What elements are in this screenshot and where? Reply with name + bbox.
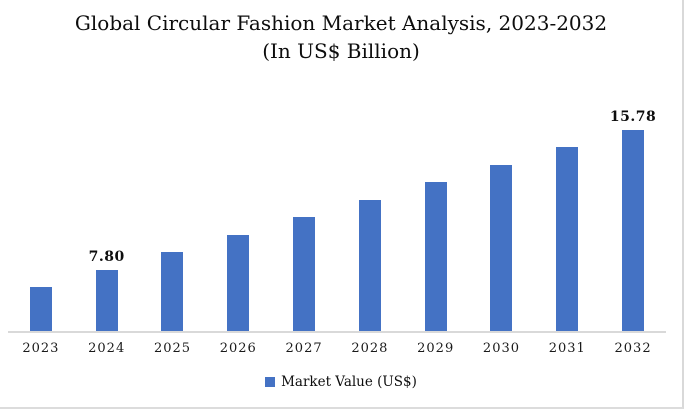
bar-slot-2032: 15.78 [600, 109, 666, 331]
bar-2023 [29, 287, 52, 331]
bar-2031 [556, 147, 579, 331]
bar-slot-2026 [205, 109, 271, 331]
x-axis-label-2028: 2028 [351, 341, 389, 356]
bar-2024 [95, 270, 118, 331]
x-axis-label-2032: 2032 [614, 341, 652, 356]
bar-2028 [358, 200, 381, 331]
chart-title: Global Circular Fashion Market Analysis,… [74, 11, 608, 63]
bar-slot-2028 [337, 109, 403, 331]
bar-2026 [227, 235, 250, 331]
bar-2029 [424, 182, 447, 331]
bar-value-label-2032: 15.78 [609, 109, 657, 125]
bar-slot-2030 [469, 109, 535, 331]
bar-2032 [622, 130, 645, 331]
x-axis-label-2030: 2030 [482, 341, 521, 356]
bar-slot-2031 [534, 109, 600, 331]
x-axis-label-2026: 2026 [219, 341, 257, 356]
legend-swatch-icon [265, 377, 276, 387]
bar-slot-2023 [8, 109, 74, 331]
bar-2030 [490, 165, 513, 331]
bar-value-label-2024: 7.80 [88, 249, 125, 265]
legend-label: Market Value (US$) [281, 374, 417, 390]
bar-2025 [161, 252, 184, 331]
x-axis-label-2027: 2027 [285, 341, 323, 356]
bar-slot-2024: 7.80 [74, 109, 140, 331]
x-axis-line [8, 331, 666, 333]
x-axis-label-2031: 2031 [548, 341, 586, 356]
plot-area: 7.80 15.78 [8, 109, 666, 333]
x-axis-labels: 2023 2024 2025 2026 2027 2028 2029 2030 2031 2032 [8, 341, 666, 356]
bar-slot-2025 [140, 109, 206, 331]
legend: Market Value (US$) [0, 374, 682, 390]
x-axis-label-2029: 2029 [417, 341, 455, 356]
bar-slot-2029 [403, 109, 469, 331]
x-axis-label-2023: 2023 [22, 341, 60, 356]
x-axis-label-2024: 2024 [88, 341, 126, 356]
x-axis-label-2025: 2025 [153, 341, 192, 356]
bar-slot-2027 [271, 109, 337, 331]
bars-container: 7.80 15.78 [8, 109, 666, 331]
bar-2027 [293, 217, 316, 331]
